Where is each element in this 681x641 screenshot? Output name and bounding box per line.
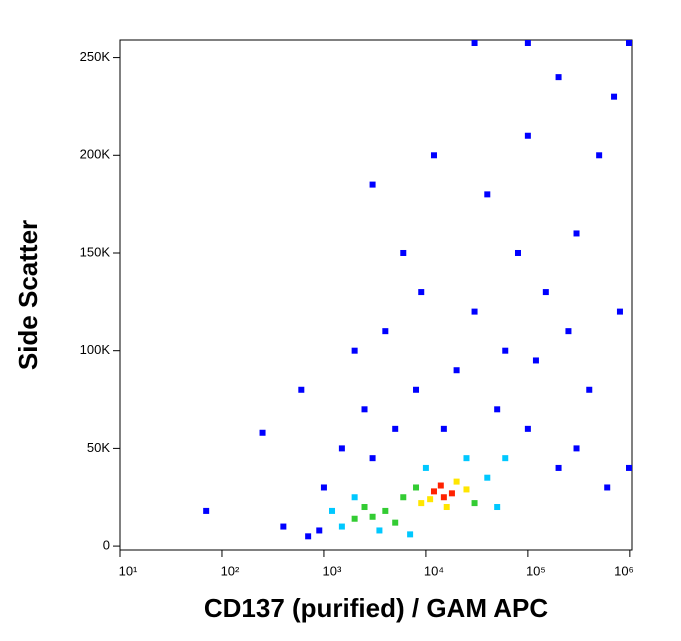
density-point — [430, 152, 437, 159]
density-point — [471, 40, 478, 46]
density-point — [573, 445, 580, 452]
density-point — [430, 488, 437, 495]
x-tick-label: 10¹ — [119, 563, 138, 578]
density-point — [542, 289, 549, 296]
density-point — [280, 523, 287, 530]
density-point — [494, 406, 501, 413]
density-point — [316, 527, 323, 534]
density-point — [502, 455, 509, 462]
density-point — [440, 494, 447, 501]
density-point — [382, 328, 389, 335]
density-point — [413, 484, 420, 491]
density-point — [338, 445, 345, 452]
density-point — [369, 181, 376, 188]
density-point — [471, 308, 478, 315]
density-point — [329, 507, 336, 514]
density-point — [443, 504, 450, 511]
density-point — [392, 519, 399, 526]
density-point — [484, 191, 491, 198]
x-tick-label: 10⁴ — [424, 563, 444, 578]
density-point — [418, 289, 425, 296]
density-point — [565, 328, 572, 335]
x-axis-title: CD137 (purified) / GAM APC — [204, 593, 549, 623]
density-point — [369, 455, 376, 462]
x-tick-label: 10³ — [323, 563, 342, 578]
density-point — [448, 490, 455, 497]
density-point — [320, 484, 327, 491]
density-point — [413, 386, 420, 393]
y-tick-label: 200K — [80, 147, 111, 162]
density-point — [392, 425, 399, 432]
y-tick-label: 50K — [87, 440, 110, 455]
density-point — [502, 347, 509, 354]
x-tick-label: 10² — [221, 563, 240, 578]
density-point — [400, 249, 407, 256]
density-point — [351, 347, 358, 354]
density-point — [463, 455, 470, 462]
y-tick-label: 100K — [80, 342, 111, 357]
density-point — [453, 478, 460, 485]
density-point — [400, 494, 407, 501]
y-tick-label: 250K — [80, 49, 111, 64]
density-point — [626, 40, 632, 46]
plot-frame — [119, 39, 633, 551]
density-point — [484, 474, 491, 481]
density-point — [524, 40, 531, 46]
density-point — [382, 507, 389, 514]
density-point — [626, 464, 632, 471]
density-point — [532, 357, 539, 364]
density-point — [369, 513, 376, 520]
density-point — [305, 533, 312, 540]
density-point — [361, 504, 368, 511]
density-point — [463, 486, 470, 493]
y-tick-label: 150K — [80, 244, 111, 259]
density-point — [440, 425, 447, 432]
density-point — [351, 515, 358, 522]
density-point — [524, 132, 531, 139]
density-point — [298, 386, 305, 393]
density-point — [604, 484, 611, 491]
density-point — [361, 406, 368, 413]
density-point — [351, 494, 358, 501]
density-point — [596, 152, 603, 159]
density-point — [471, 500, 478, 507]
density-point — [524, 425, 531, 432]
density-point — [422, 464, 429, 471]
density-point — [555, 74, 562, 81]
density-point — [407, 531, 414, 538]
density-point — [586, 386, 593, 393]
density-point — [418, 500, 425, 507]
density-point — [203, 507, 210, 514]
density-point — [338, 523, 345, 530]
density-point — [514, 249, 521, 256]
y-tick-label: 0 — [103, 538, 110, 553]
density-point — [376, 527, 383, 534]
y-axis-title: Side Scatter — [13, 220, 43, 370]
density-point — [555, 464, 562, 471]
density-point — [611, 93, 618, 100]
density-point — [616, 308, 623, 315]
density-point — [427, 496, 434, 503]
density-point — [453, 367, 460, 374]
density-point — [573, 230, 580, 237]
x-tick-label: 10⁶ — [614, 563, 634, 578]
density-point — [259, 429, 266, 436]
x-tick-label: 10⁵ — [526, 563, 546, 578]
density-point — [437, 482, 444, 489]
density-point — [494, 504, 501, 511]
